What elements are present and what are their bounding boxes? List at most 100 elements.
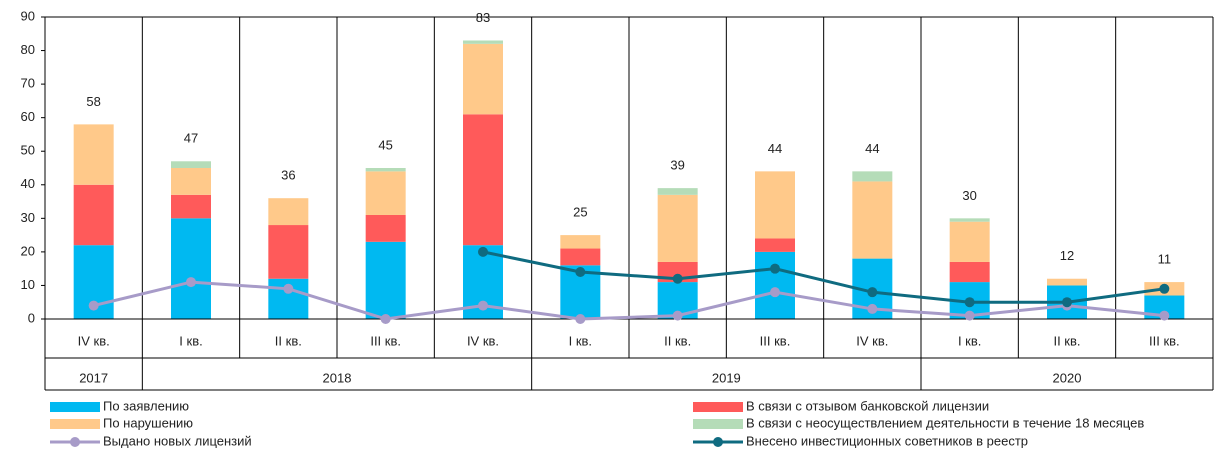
bar-segment [365, 168, 406, 172]
bar-segment [365, 171, 406, 215]
total-label: 25 [573, 205, 587, 220]
y-tick-label: 20 [21, 243, 35, 258]
line-point [1159, 283, 1170, 294]
total-label: 36 [281, 168, 295, 183]
group-label: 2017 [79, 370, 108, 385]
x-tick-label: IV кв. [78, 333, 110, 348]
line-point [672, 273, 683, 284]
x-tick-label: II кв. [1053, 333, 1080, 348]
total-label: 44 [865, 141, 879, 156]
legend-label: Выдано новых лицензий [103, 433, 252, 448]
total-label: 30 [962, 188, 976, 203]
x-tick-label: I кв. [179, 333, 202, 348]
line-point [867, 303, 878, 314]
x-tick-label: II кв. [664, 333, 691, 348]
x-tick-label: IV кв. [856, 333, 888, 348]
total-label: 39 [670, 158, 684, 173]
bar-segment [463, 43, 503, 115]
line-series [93, 280, 1165, 321]
y-tick-label: 90 [21, 8, 35, 23]
legend-label: В связи с неосуществлением деятельности … [746, 415, 1144, 430]
bar-segment [73, 184, 114, 246]
y-tick-label: 0 [28, 310, 35, 325]
bar-segment [657, 188, 698, 195]
y-tick-label: 70 [21, 76, 35, 91]
total-label: 58 [86, 94, 100, 109]
group-label: 2019 [712, 370, 741, 385]
total-label: 45 [378, 137, 392, 152]
bar-segment [463, 40, 503, 44]
total-label: 44 [768, 141, 782, 156]
bar-segment [73, 124, 114, 185]
x-tick-label: I кв. [958, 333, 981, 348]
line-point [478, 246, 488, 257]
bar-segment [268, 198, 309, 226]
legend-swatch [50, 419, 100, 429]
y-tick-label: 30 [21, 210, 35, 225]
bar-segment [463, 114, 503, 246]
bar-segment [949, 221, 990, 262]
x-tick-label: I кв. [569, 333, 592, 348]
bar-segment [852, 171, 893, 182]
bar-segment [755, 251, 795, 319]
total-label: 12 [1060, 248, 1074, 263]
line-point [88, 300, 99, 311]
line-point [283, 283, 294, 294]
bar-segment [852, 181, 893, 259]
total-label: 47 [184, 131, 198, 146]
line-point [575, 267, 586, 278]
legend-label: В связи с отзывом банковской лицензии [746, 398, 989, 413]
line-point [1159, 310, 1170, 321]
line-point [964, 310, 975, 321]
line-point [672, 310, 683, 321]
bar-segment [949, 261, 990, 283]
bar-segment [657, 194, 698, 262]
bar-segment [755, 238, 795, 252]
line-point [186, 277, 196, 288]
bar-segment [171, 218, 211, 319]
bar-segment [171, 161, 211, 168]
x-tick-label: IV кв. [467, 333, 499, 348]
bar-segment [268, 225, 309, 279]
line-point [575, 314, 586, 324]
line-point [1062, 297, 1072, 308]
legend-swatch [713, 437, 723, 447]
x-tick-label: III кв. [370, 333, 401, 348]
bar-segment [171, 194, 211, 219]
y-tick-label: 50 [21, 143, 35, 158]
legend-swatch [50, 402, 100, 412]
line-point [867, 287, 878, 298]
line-point [380, 314, 391, 324]
y-tick-label: 80 [21, 42, 35, 57]
bar-segment [560, 248, 601, 266]
legend-swatch [70, 437, 80, 447]
bar-segment [755, 171, 795, 239]
bar-segment [365, 214, 406, 242]
line-point [770, 263, 780, 274]
legend-label: По заявлению [103, 398, 189, 413]
y-tick-label: 40 [21, 176, 35, 191]
y-tick-label: 10 [21, 277, 35, 292]
group-label: 2018 [323, 370, 352, 385]
legend-label: Внесено инвестиционных советников в реес… [746, 433, 1028, 448]
bar-segment [1047, 278, 1087, 286]
bar-segment [365, 241, 406, 319]
total-label: 83 [476, 10, 490, 25]
line-point [770, 287, 780, 298]
y-tick-label: 60 [21, 109, 35, 124]
x-tick-label: III кв. [1149, 333, 1180, 348]
x-tick-label: II кв. [275, 333, 302, 348]
total-label: 11 [1158, 252, 1172, 267]
line-point [478, 300, 488, 311]
legend-swatch [693, 402, 743, 412]
line-series [482, 250, 1165, 304]
bar-segment [560, 235, 601, 249]
legend-label: По нарушению [103, 415, 193, 430]
group-label: 2020 [1053, 370, 1082, 385]
legend-swatch [693, 419, 743, 429]
line-point [964, 297, 975, 308]
x-tick-label: III кв. [760, 333, 791, 348]
bar-segment [171, 168, 211, 195]
bar-segment [949, 218, 990, 222]
